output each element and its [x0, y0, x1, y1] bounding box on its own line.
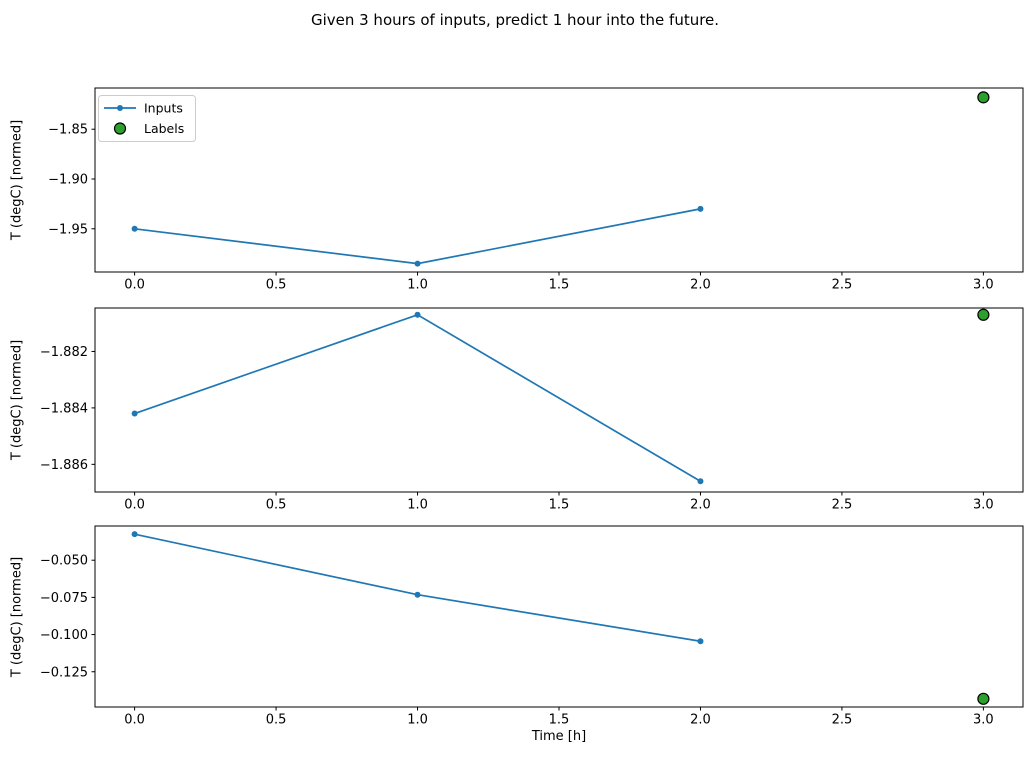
subplot-3-x-tick-label: 0.5 — [266, 713, 287, 728]
subplot-2-y-tick-label: −1.882 — [40, 345, 88, 360]
subplot-2-y-tick-label: −1.886 — [40, 458, 88, 473]
legend-labels-marker-sample — [113, 122, 127, 135]
subplot-2-x-tick-label: 1.0 — [407, 498, 428, 513]
subplot-3-inputs-marker — [697, 638, 704, 645]
subplot-2-inputs-marker — [697, 478, 704, 485]
subplot-1-y-tick-label: −1.95 — [48, 222, 88, 237]
subplot-3-x-tick-label: 1.0 — [407, 713, 428, 728]
subplot-1-y-tick-label: −1.85 — [48, 123, 88, 138]
subplot-2-inputs-line — [133, 313, 702, 483]
subplot-3-inputs-marker — [131, 531, 138, 538]
subplot-2-x-tick-label: 0.5 — [266, 498, 287, 513]
subplot-3-x-tick-label: 2.0 — [690, 713, 711, 728]
subplot-3-y-tick-label: −0.125 — [40, 665, 88, 680]
legend-labels-label: Labels — [144, 121, 184, 136]
subplot-3-x-tick-label: 2.5 — [832, 713, 853, 728]
subplot-1-inputs-marker — [697, 205, 704, 212]
subplot-1-x-tick-label: 0.0 — [124, 278, 145, 293]
subplot-2-x-tick-label: 2.5 — [832, 498, 853, 513]
subplot-2-y-tick-label: −1.884 — [40, 401, 88, 416]
subplot-1-inputs-marker — [414, 260, 421, 267]
subplot-3-ylabel: T (degC) [normed] — [9, 556, 25, 677]
subplot-3-inputs-marker — [414, 591, 421, 598]
subplot-1-x-tick-label: 1.5 — [549, 278, 570, 293]
subplot-1-frame — [94, 87, 1024, 273]
subplot-1-ylabel: T (degC) [normed] — [9, 119, 25, 241]
subplot-1-x-tick-label: 2.5 — [832, 278, 853, 293]
subplot-2-labels-point — [977, 308, 990, 321]
subplot-3-x-tick-label: 1.5 — [549, 713, 570, 728]
subplot-1-inputs-line — [133, 208, 702, 265]
subplot-2-inputs-marker — [414, 311, 421, 318]
subplot-3-y-tick-label: −0.075 — [40, 591, 88, 606]
subplot-2-ylabel: T (degC) [normed] — [9, 339, 25, 461]
subplot-2-x-tick-label: 0.0 — [124, 498, 145, 513]
legend-inputs-marker-sample — [117, 105, 123, 111]
subplot-2-x-tick-label: 2.0 — [690, 498, 711, 513]
legend-inputs-label: Inputs — [144, 101, 183, 116]
subplot-1-labels-point — [977, 91, 990, 104]
subplot-3-frame — [94, 525, 1024, 708]
subplot-2-frame — [94, 307, 1024, 493]
subplot-1-y-tick-label: −1.90 — [48, 173, 88, 188]
subplot-3-labels-point — [977, 692, 990, 705]
subplot-1-x-tick-label: 1.0 — [407, 278, 428, 293]
subplot-3-x-tick-label: 0.0 — [124, 713, 145, 728]
subplot-3-y-tick-label: −0.050 — [40, 554, 88, 569]
subplot-1-x-tick-label: 0.5 — [266, 278, 287, 293]
subplot-3-y-tick-label: −0.100 — [40, 628, 88, 643]
subplot-3-x-tick-label: 3.0 — [973, 713, 994, 728]
subplot-1-x-tick-label: 3.0 — [973, 278, 994, 293]
subplot-3-inputs-line — [133, 533, 702, 643]
subplot-2-inputs-marker — [131, 410, 138, 417]
subplot-1-x-tick-label: 2.0 — [690, 278, 711, 293]
subplot-2-x-tick-label: 1.5 — [549, 498, 570, 513]
x-axis-label: Time [h] — [531, 729, 587, 744]
subplot-1-inputs-marker — [131, 225, 138, 232]
figure-title: Given 3 hours of inputs, predict 1 hour … — [310, 11, 720, 29]
subplot-2-x-tick-label: 3.0 — [973, 498, 994, 513]
